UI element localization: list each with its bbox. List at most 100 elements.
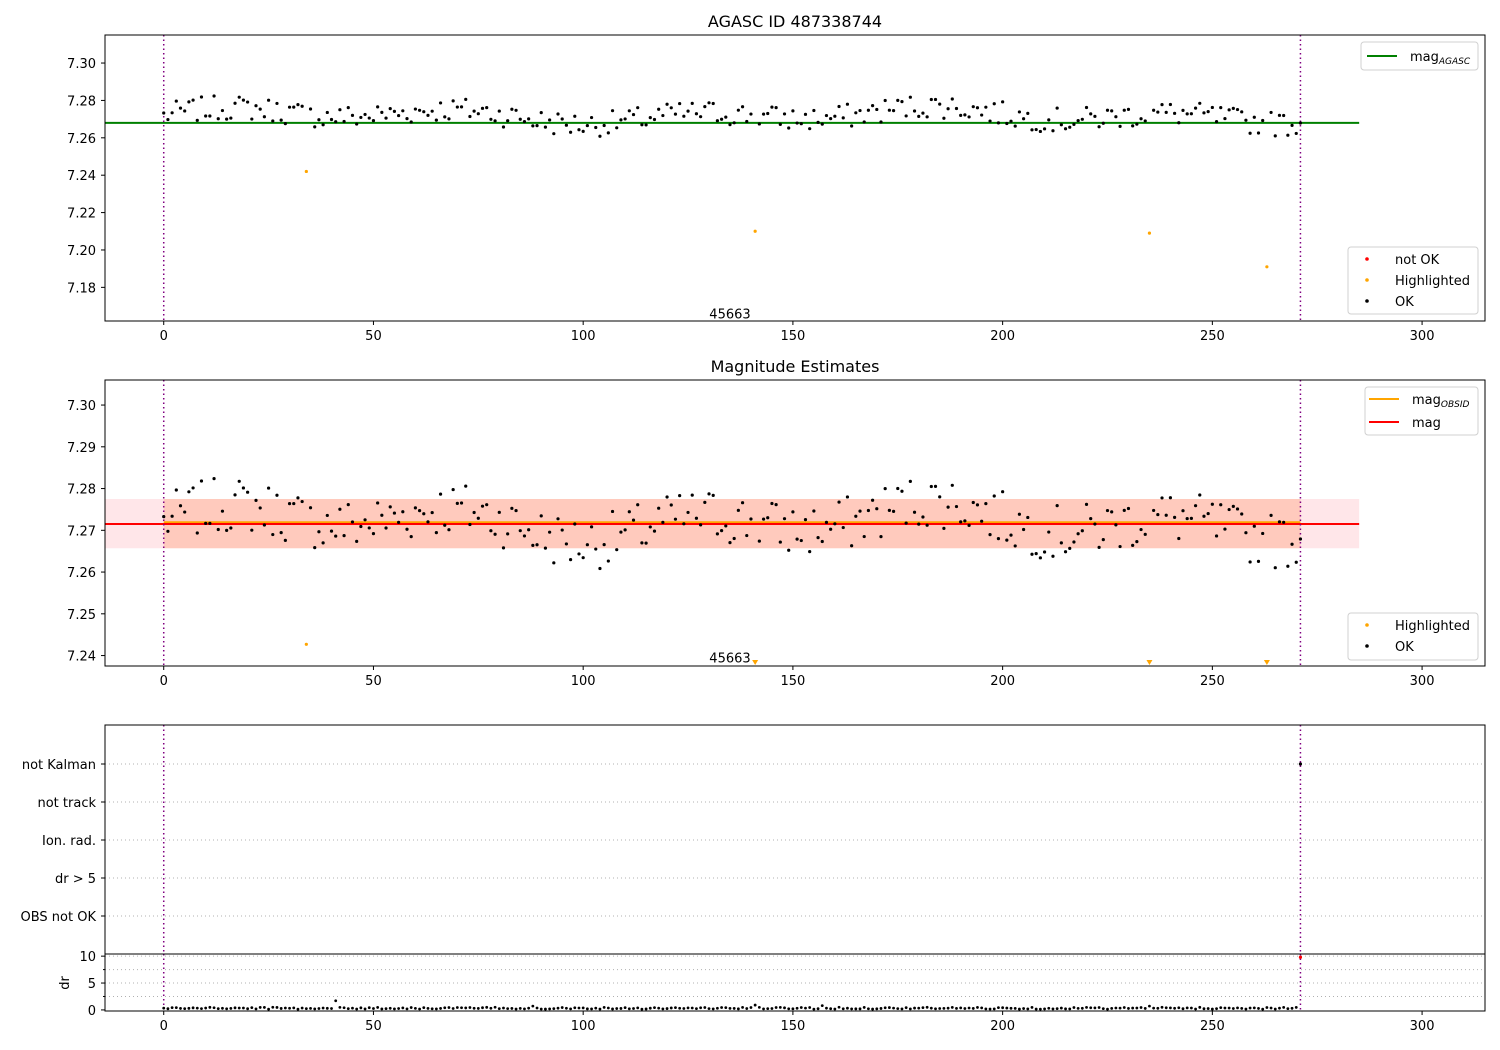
flag-grid — [105, 763, 1485, 917]
ok-point — [501, 125, 506, 129]
ok-point — [1118, 124, 1122, 128]
ok-point — [254, 104, 258, 108]
ok-point — [648, 116, 652, 120]
ok-point — [204, 521, 208, 525]
dr-point — [476, 1007, 480, 1010]
ok-point — [464, 97, 468, 101]
ok-point — [770, 105, 774, 109]
dr-point — [288, 1006, 291, 1010]
ok-point — [1198, 101, 1202, 105]
ok-point — [1156, 512, 1160, 517]
ok-point — [1009, 119, 1013, 123]
ok-point — [367, 526, 371, 530]
dr-point — [963, 1007, 967, 1010]
dr-point — [1068, 1007, 1072, 1011]
ok-point — [707, 492, 711, 496]
dr-point — [1160, 1005, 1164, 1009]
x-tick-label: 300 — [1410, 1019, 1435, 1034]
ok-point — [388, 505, 392, 509]
ok-point — [1063, 550, 1068, 554]
ok-point — [560, 528, 564, 532]
dr-point — [632, 1007, 635, 1010]
ok-point — [166, 117, 170, 122]
dr-point — [879, 1007, 883, 1010]
dr-point — [292, 1006, 296, 1010]
ok-point — [1206, 511, 1210, 516]
dr-point — [728, 1007, 732, 1010]
ok-point — [313, 545, 317, 550]
ok-point — [854, 111, 858, 115]
ok-point — [1168, 102, 1173, 107]
ok-point — [350, 520, 355, 524]
ok-point — [359, 115, 363, 120]
dr-point — [921, 1006, 925, 1010]
ok-point — [501, 546, 506, 550]
ok-point — [409, 535, 413, 539]
ok-point — [908, 479, 912, 483]
ok-point — [1256, 559, 1261, 563]
ok-point — [183, 510, 187, 514]
ok-point — [615, 126, 619, 130]
ok-point — [925, 523, 929, 527]
dr-point — [854, 1007, 858, 1011]
ok-point — [271, 532, 275, 537]
dr-point — [1047, 1006, 1051, 1010]
ok-point — [325, 513, 329, 518]
dr-point — [1152, 1006, 1156, 1010]
x-axis: 0 50 100 150 200 250 300 — [160, 321, 1435, 344]
ok-point — [854, 514, 858, 518]
ok-point — [1110, 109, 1114, 113]
ok-point — [384, 116, 388, 120]
x-tick-label: 150 — [780, 674, 805, 689]
dr-point — [493, 1005, 497, 1009]
plot-frame — [104, 379, 1486, 667]
ok-point — [745, 533, 749, 538]
dr-point — [648, 1006, 652, 1010]
x-tick-label: 300 — [1410, 329, 1435, 344]
ok-point — [996, 537, 1001, 541]
dr-point — [724, 1006, 728, 1010]
flag-axis: not Kalman not track Ion. rad. dr > 5 OBS no… — [21, 758, 105, 925]
dr-outlier-point — [1298, 955, 1303, 959]
ok-point — [1022, 117, 1026, 121]
ok-point — [174, 99, 178, 103]
ok-point — [719, 529, 724, 533]
ok-point — [262, 115, 266, 119]
dr-point — [191, 1006, 195, 1010]
ok-point — [405, 527, 409, 531]
dr-point — [351, 1006, 354, 1010]
ok-point — [896, 486, 900, 491]
ok-point — [707, 101, 711, 105]
ok-point — [1227, 108, 1231, 112]
ok-point — [833, 522, 837, 526]
dr-point — [1194, 1007, 1197, 1011]
ok-point — [631, 518, 636, 522]
ok-point — [455, 105, 459, 109]
ok-point — [1101, 538, 1105, 542]
ok-point — [883, 487, 887, 491]
ok-point — [1240, 512, 1244, 516]
ok-point — [1076, 532, 1080, 536]
ok-point — [816, 120, 820, 124]
dr-point — [212, 1006, 216, 1010]
ok-point — [451, 487, 455, 492]
ok-point — [887, 108, 891, 112]
ok-point — [241, 98, 246, 102]
ok-point — [1210, 105, 1214, 110]
dr-point — [577, 1006, 581, 1010]
dr-point — [1072, 1006, 1076, 1009]
ok-point — [1047, 530, 1051, 534]
ok-point — [1042, 550, 1047, 554]
flag-row-label: OBS not OK — [21, 910, 97, 925]
ok-point — [430, 510, 434, 515]
ok-point — [824, 520, 829, 524]
ok-point — [636, 503, 640, 507]
ok-point — [787, 548, 791, 552]
x-tick-label: 150 — [780, 1019, 805, 1034]
ok-point — [564, 123, 568, 127]
ok-point — [971, 105, 975, 109]
dr-point — [426, 1006, 430, 1010]
ok-point — [237, 479, 241, 483]
dr-point — [825, 1006, 828, 1010]
ok-point — [1093, 522, 1097, 526]
